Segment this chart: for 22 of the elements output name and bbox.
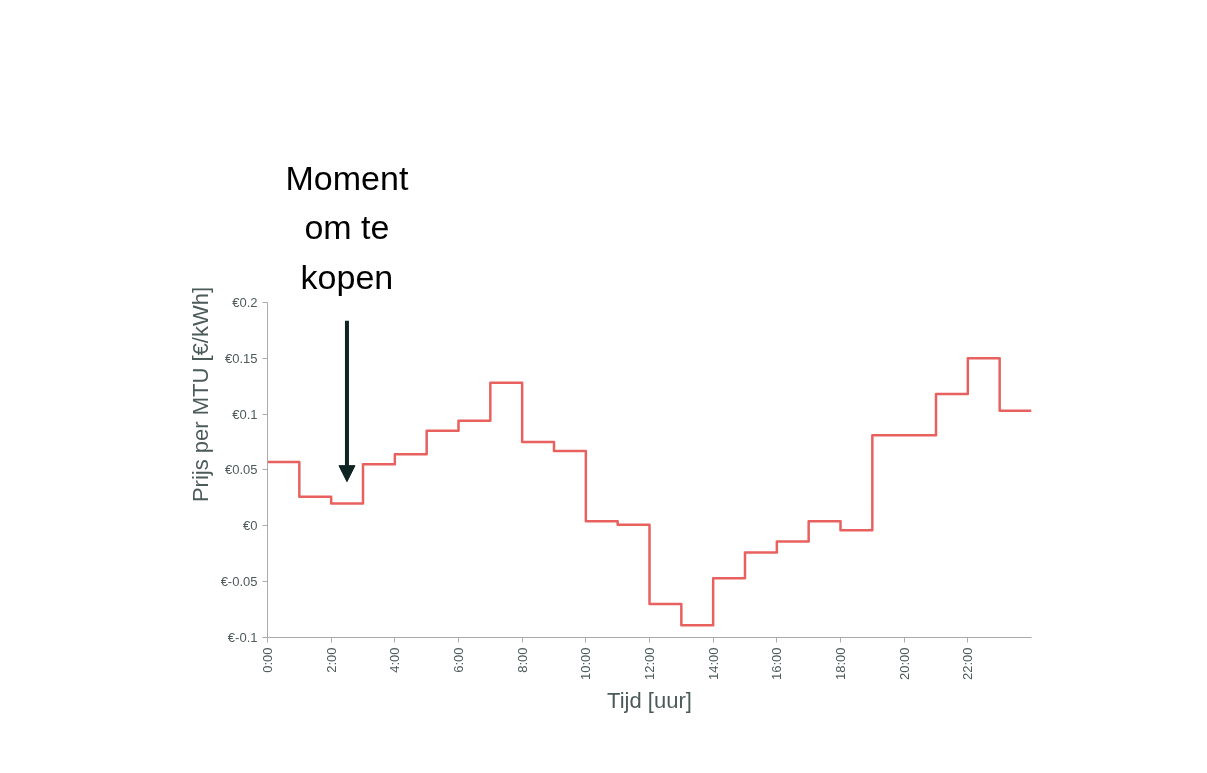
x-tick-label: 8:00 — [514, 647, 530, 673]
y-axis-title: Prijs per MTU [€/kWh] — [187, 286, 213, 503]
x-tick-label: 4:00 — [387, 647, 403, 673]
x-tick-label: 0:00 — [260, 647, 275, 673]
x-tick-label: 6:00 — [451, 647, 466, 673]
x-tick-label: 16:00 — [769, 647, 785, 681]
y-tick-label: €0 — [243, 518, 258, 534]
x-tick-label: 12:00 — [642, 647, 657, 681]
y-tick-label: €0.1 — [232, 406, 258, 422]
x-tick-label: 18:00 — [833, 647, 848, 681]
x-tick-label: 2:00 — [323, 647, 339, 673]
y-tick-label: €-0.1 — [227, 630, 258, 645]
x-tick-label: 20:00 — [896, 647, 912, 681]
y-tick-label: €0.2 — [232, 294, 258, 310]
x-tick-label: 22:00 — [960, 647, 976, 681]
x-tick-label: 14:00 — [705, 647, 721, 681]
y-tick-label: €0.05 — [224, 462, 258, 478]
text: Moment om te kopen — [285, 158, 409, 296]
x-axis-title: Tijd [uur] — [607, 688, 692, 714]
y-tick-label: €-0.05 — [220, 574, 258, 590]
x-tick-label: 10:00 — [578, 647, 594, 681]
y-tick-label: €0.15 — [224, 350, 258, 366]
